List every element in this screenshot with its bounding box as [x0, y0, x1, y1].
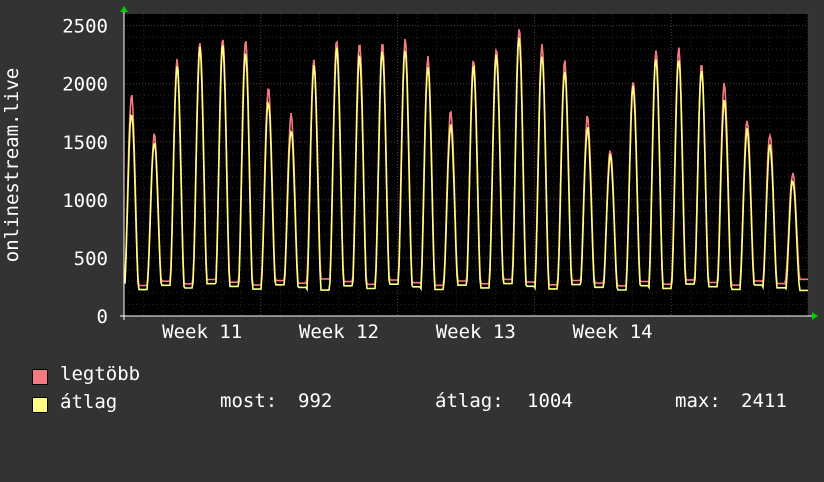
legend-label-max: legtöbb [60, 363, 141, 385]
stat-avg-label: átlag: [435, 390, 504, 412]
legend-item-max: legtöbb [32, 363, 140, 386]
y-axis-title: onlinestream.live [1, 68, 23, 262]
y-tick-labels: 0 500 1000 1500 2000 2500 [62, 16, 108, 328]
legend-item-avg: átlag [32, 391, 117, 414]
stat-max-value: 2411 [741, 390, 787, 412]
x-tick-label: Week 12 [299, 321, 379, 343]
x-axis-arrow [812, 312, 818, 320]
y-tick-label: 1000 [62, 190, 108, 212]
legend-swatch-max [32, 369, 48, 385]
y-tick-label: 1500 [62, 132, 108, 154]
x-tick-label: Week 14 [573, 321, 653, 343]
y-tick-label: 500 [74, 248, 108, 270]
x-tick-labels: Week 11 Week 12 Week 13 Week 14 [162, 321, 652, 343]
plot-background [124, 14, 808, 316]
y-tick-label: 2000 [62, 74, 108, 96]
x-tick-label: Week 11 [162, 321, 242, 343]
stat-now-label: most: [220, 390, 278, 412]
y-axis-arrow [120, 6, 128, 12]
stat-now-value: 992 [298, 390, 333, 412]
legend-swatch-avg [32, 397, 48, 413]
series-line-avg [124, 37, 808, 293]
stat-avg-value: 1004 [527, 390, 573, 412]
stat-max-label: max: [675, 390, 721, 412]
chart-svg: onlinestream.live 0 500 1000 1500 2000 2500 W… [1, 6, 818, 343]
grid [123, 14, 809, 316]
legend-label-avg: átlag [60, 391, 118, 413]
y-tick-label: 2500 [62, 16, 108, 38]
y-tick-label: 0 [97, 306, 108, 328]
x-tick-label: Week 13 [436, 321, 516, 343]
chart: onlinestream.live 0 500 1000 1500 2000 2500 W… [1, 6, 818, 414]
